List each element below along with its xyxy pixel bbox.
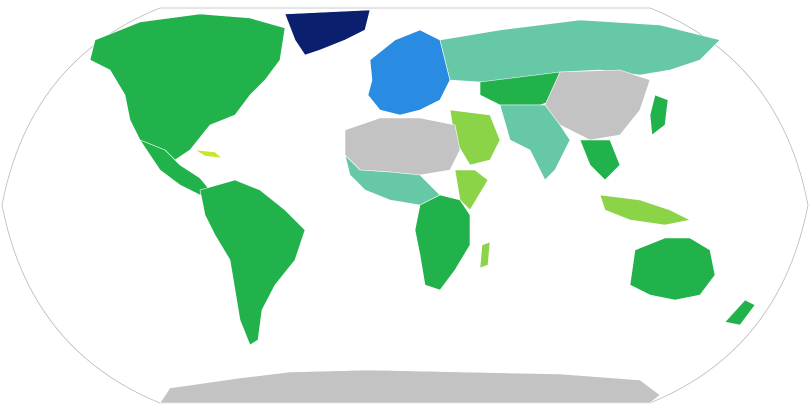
- region-south-asia: [499, 104, 571, 181]
- region-japan: [649, 94, 669, 136]
- region-africa-south: [414, 194, 471, 291]
- region-se-asia: [579, 139, 621, 181]
- region-horn-of-africa: [454, 169, 489, 211]
- region-new-zealand: [724, 299, 756, 326]
- region-south-america: [199, 179, 306, 346]
- region-africa-north: [344, 117, 461, 176]
- region-north-america: [89, 13, 286, 161]
- region-australia: [629, 237, 716, 301]
- region-antarctica: [159, 369, 661, 404]
- region-europe: [367, 29, 451, 116]
- region-madagascar: [479, 241, 491, 269]
- region-cuba: [194, 149, 223, 159]
- region-indonesia: [599, 194, 691, 226]
- region-greenland: [284, 9, 371, 56]
